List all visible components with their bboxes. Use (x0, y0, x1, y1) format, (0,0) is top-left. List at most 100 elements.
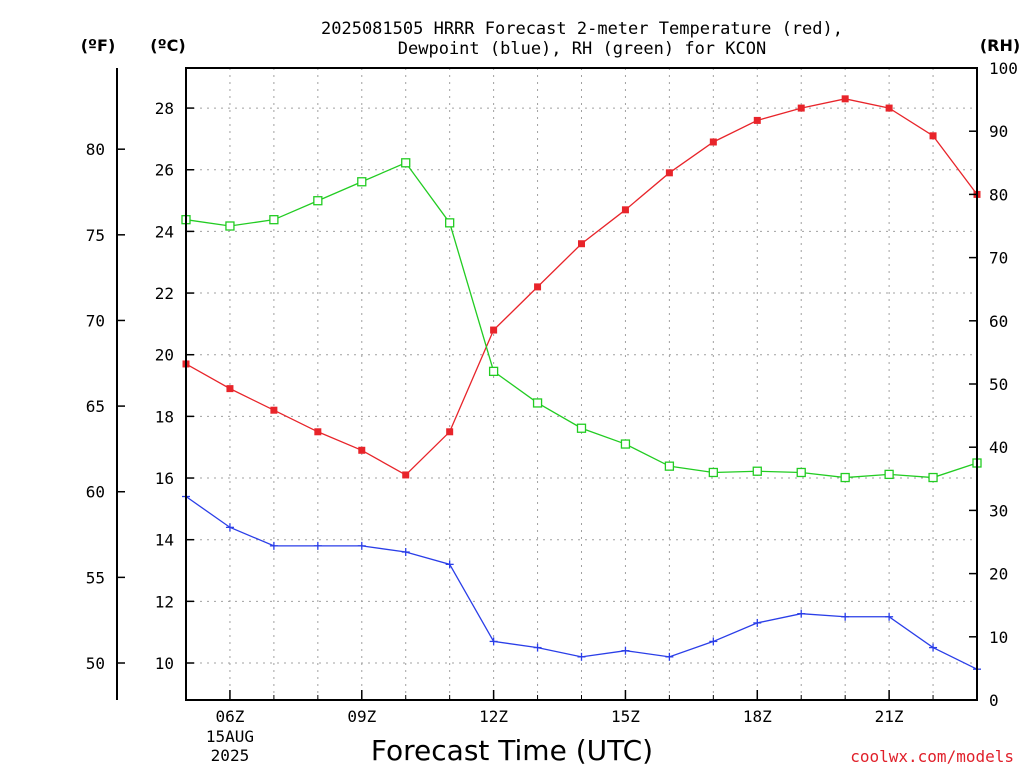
dewpoint-point (797, 609, 806, 618)
rh-point (401, 158, 411, 168)
rh-point (357, 177, 367, 187)
celsius-tick-label: 28 (155, 99, 174, 118)
temperature-point (358, 446, 366, 454)
series-layer (181, 95, 982, 674)
temperature-point (490, 326, 498, 334)
dewpoint-point (753, 618, 762, 627)
celsius-tick-label: 12 (155, 592, 174, 611)
rh-tick-label: 80 (989, 185, 1008, 204)
dewpoint-point (313, 541, 322, 550)
rh-tick-label: 50 (989, 375, 1008, 394)
x-tick-label: 15Z (611, 707, 640, 726)
temperature-point (709, 138, 717, 146)
celsius-tick-label: 10 (155, 654, 174, 673)
rh-tick-label: 60 (989, 312, 1008, 331)
celsius-tick-label: 18 (155, 407, 174, 426)
dewpoint-point (401, 548, 410, 557)
dewpoint-point (929, 643, 938, 652)
temperature-point (314, 428, 322, 436)
rh-point (884, 469, 894, 480)
axes-layer (116, 67, 978, 701)
x-tick-year-label: 2025 (211, 746, 250, 765)
grid-lines (185, 68, 978, 700)
x-axis-title: Forecast Time (UTC) (371, 734, 653, 767)
temperature-point (929, 132, 937, 140)
rh-point (840, 472, 850, 483)
fahrenheit-unit-label: (ºF) (81, 36, 116, 55)
temperature-point (446, 428, 454, 436)
x-tick-label: 06Z (215, 707, 244, 726)
x-tick-label: 18Z (743, 707, 772, 726)
dewpoint-point (357, 541, 366, 550)
rh-point (620, 439, 631, 449)
temperature-point (226, 385, 234, 393)
rh-unit-label: (RH) (980, 36, 1020, 55)
dewpoint-point (621, 646, 630, 655)
dewpoint-series (182, 492, 981, 674)
fahrenheit-tick-label: 80 (86, 140, 105, 159)
x-tick-label: 12Z (479, 707, 508, 726)
temperature-point (885, 104, 893, 112)
rh-point (928, 472, 938, 483)
rh-series (181, 158, 982, 483)
fahrenheit-tick-label: 50 (86, 654, 105, 673)
rh-tick-label: 0 (989, 691, 999, 710)
fahrenheit-tick-label: 55 (86, 568, 105, 587)
fahrenheit-tick-label: 60 (86, 483, 105, 502)
chart-title-line-2: Dewpoint (blue), RH (green) for KCON (398, 39, 766, 59)
credit-label: coolwx.com/models (850, 747, 1014, 766)
rh-point (225, 221, 235, 231)
dewpoint-point (665, 652, 674, 661)
temperature-point (402, 471, 410, 479)
rh-point (796, 467, 806, 478)
x-tick-label: 09Z (347, 707, 376, 726)
fahrenheit-tick-label: 65 (86, 397, 105, 416)
rh-tick-label: 10 (989, 628, 1008, 647)
x-tick-label: 21Z (875, 707, 904, 726)
dewpoint-point (885, 612, 894, 621)
temperature-point (753, 116, 761, 124)
dewpoint-point (225, 523, 234, 532)
celsius-tick-label: 14 (155, 531, 174, 550)
fahrenheit-tick-label: 70 (86, 311, 105, 330)
rh-point (445, 218, 455, 228)
rh-tick-label: 30 (989, 501, 1008, 520)
temperature-point (534, 283, 542, 291)
rh-point (269, 215, 279, 225)
temperature-point (841, 95, 849, 103)
x-tick-date-label: 15AUG (206, 727, 254, 746)
rh-tick-label: 90 (989, 122, 1008, 141)
rh-point (488, 366, 499, 377)
rh-tick-label: 40 (989, 438, 1008, 457)
temperature-point (621, 206, 629, 214)
celsius-tick-label: 24 (155, 222, 174, 241)
celsius-tick-label: 16 (155, 469, 174, 488)
labels-layer: 10 12 14 16 18 20 22 24 26 28 50 55 60 65 70 75 80 0 10 20 3… (86, 59, 1018, 765)
rh-tick-label: 100 (989, 59, 1018, 78)
temperature-point (270, 406, 278, 414)
fahrenheit-tick-label: 75 (86, 226, 105, 245)
celsius-tick-label: 26 (155, 161, 174, 180)
rh-point (752, 466, 762, 476)
rh-point (576, 423, 587, 433)
temperature-point (665, 169, 673, 177)
dewpoint-point (489, 637, 498, 646)
celsius-tick-label: 22 (155, 284, 174, 303)
rh-point (313, 196, 323, 206)
rh-tick-label: 70 (989, 249, 1008, 268)
chart-title-line-1: 2025081505 HRRR Forecast 2-meter Tempera… (321, 19, 843, 39)
temperature-point (797, 104, 805, 112)
dewpoint-point (533, 643, 542, 652)
dewpoint-point (269, 541, 278, 550)
dewpoint-point (445, 560, 454, 569)
dewpoint-point (709, 637, 718, 646)
rh-tick-label: 20 (989, 565, 1008, 584)
rh-point (708, 467, 718, 478)
rh-point (532, 398, 543, 408)
temperature-point (578, 240, 585, 248)
dewpoint-point (577, 652, 586, 661)
dewpoint-point (841, 612, 850, 621)
rh-point (664, 461, 675, 471)
celsius-unit-label: (ºC) (150, 36, 185, 55)
